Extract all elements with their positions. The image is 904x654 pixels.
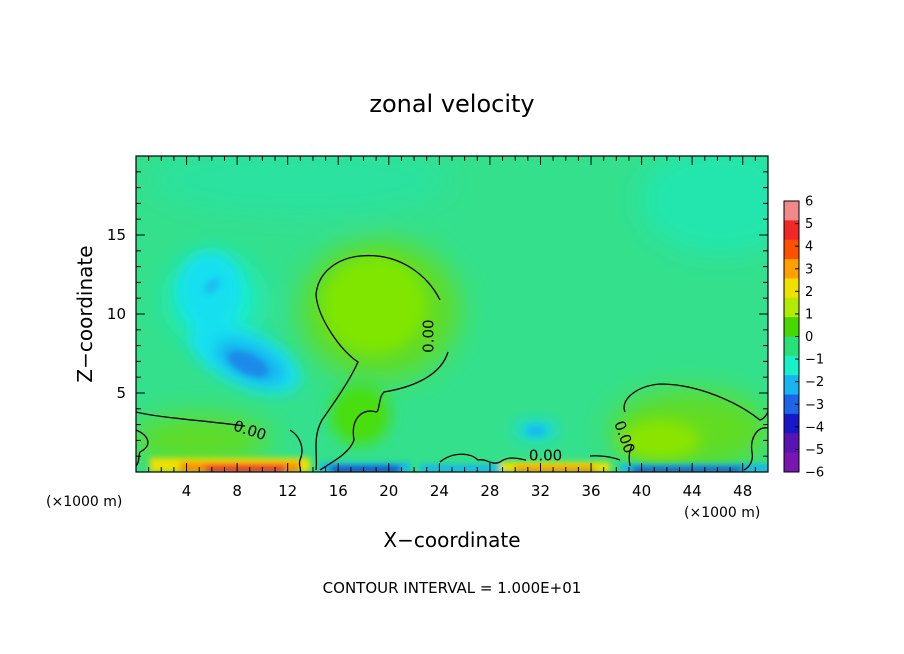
colorbar-swatch — [784, 336, 799, 357]
x-axis: 4 8 12 16 20 24 28 32 36 40 44 48 — [148, 156, 756, 500]
colorbar-swatch — [784, 201, 799, 221]
colorbar-label: 4 — [805, 240, 813, 255]
colorbar-label: 1 — [805, 307, 813, 322]
colorbar-label: −6 — [805, 466, 824, 481]
colorbar-label: −1 — [805, 353, 824, 368]
colorbar-label: −2 — [805, 375, 824, 390]
colorbar-swatch — [784, 297, 799, 318]
colorbar-label: −4 — [805, 420, 824, 435]
velocity-field — [136, 156, 768, 472]
x-axis-title: X−coordinate — [383, 528, 520, 552]
colorbar-label: 2 — [805, 285, 813, 300]
colorbar: 6 5 4 3 2 1 0 −1 −2 −3 −4 −5 −6 — [783, 195, 824, 481]
x-tick-label: 44 — [683, 482, 702, 500]
field-soft-layer — [136, 156, 768, 470]
zero-contour-central — [315, 254, 449, 471]
colorbar-swatch — [784, 433, 799, 454]
y-tick-label: 10 — [107, 305, 126, 323]
x-tick-label: 36 — [581, 482, 600, 500]
colorbar-swatch — [784, 375, 799, 396]
zero-contour-right — [623, 383, 768, 471]
zero-contour-surface — [439, 453, 621, 464]
x-tick-label: 28 — [480, 482, 499, 500]
y-axis: 5 10 15 — [107, 171, 768, 457]
colorbar-swatch — [784, 239, 799, 260]
x-tick-label: 24 — [430, 482, 449, 500]
x-tick-label: 48 — [733, 482, 752, 500]
colorbar-swatch — [784, 413, 799, 434]
x-tick-label: 32 — [531, 482, 550, 500]
chart-title: zonal velocity — [369, 90, 534, 118]
x-tick-label: 12 — [278, 482, 297, 500]
y-tick-label: 5 — [116, 384, 126, 402]
colorbar-swatch — [784, 394, 799, 415]
contour-label: 0.00 — [529, 447, 562, 465]
colorbar-label: 6 — [805, 195, 813, 210]
field-fine-layer — [150, 278, 768, 472]
colorbar-swatch — [784, 259, 799, 279]
x-tick-label: 40 — [632, 482, 651, 500]
colorbar-label: 0 — [805, 330, 813, 345]
colorbar-label: 3 — [805, 262, 813, 277]
colorbar-swatch — [784, 220, 799, 241]
zero-contour-lower-left — [136, 429, 149, 467]
contour-lines — [136, 254, 768, 472]
colorbar-label: −3 — [805, 398, 824, 413]
y-axis-title: Z−coordinate — [73, 245, 97, 382]
colorbar-swatch — [784, 317, 799, 337]
colorbar-swatch — [784, 452, 799, 473]
colorbar-swatch — [784, 355, 799, 376]
colorbar-swatch — [784, 278, 799, 299]
x-tick-label: 20 — [379, 482, 398, 500]
x-tick-label: 8 — [232, 482, 242, 500]
contour-interval-note: CONTOUR INTERVAL = 1.000E+01 — [323, 579, 582, 597]
x-tick-label: 4 — [182, 482, 192, 500]
x-unit-label-left: (×1000 m) — [46, 494, 122, 510]
contour-label: 0.00 — [420, 319, 438, 352]
colorbar-label: 5 — [805, 217, 813, 232]
x-unit-label-right: (×1000 m) — [684, 505, 760, 521]
y-tick-label: 15 — [107, 226, 126, 244]
x-tick-label: 16 — [329, 482, 348, 500]
colorbar-label: −5 — [805, 443, 824, 458]
